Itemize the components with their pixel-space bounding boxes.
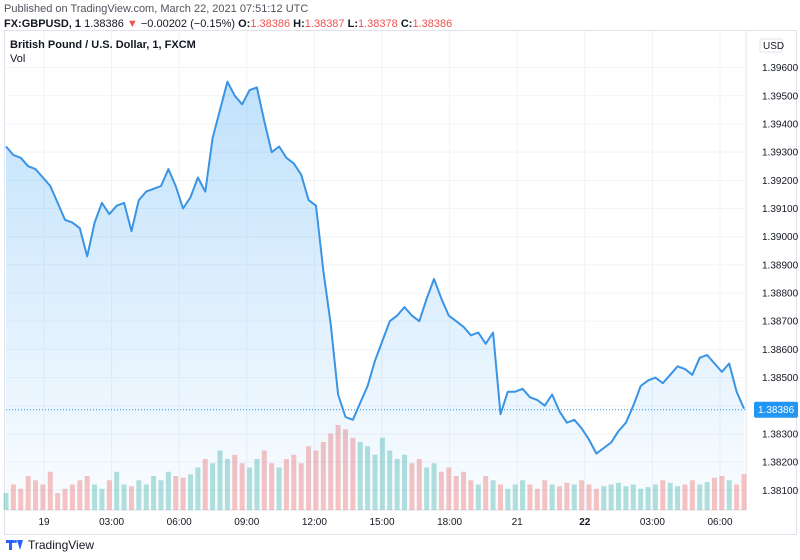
y-tick-label: 1.39000 (762, 232, 799, 243)
open-value: 1.38386 (250, 18, 291, 30)
change-value: −0.00202 (−0.15%) (140, 18, 236, 30)
x-tick-label: 22 (579, 517, 591, 528)
y-tick-label: 1.38100 (762, 486, 799, 497)
y-tick-label: 1.39200 (762, 176, 799, 187)
last-price-tag-label: 1.38386 (758, 405, 795, 416)
x-tick-label: 19 (38, 517, 50, 528)
last-price-tag (754, 401, 798, 418)
publish-header: Published on TradingView.com, March 22, … (4, 2, 452, 32)
high-value: 1.38387 (304, 18, 345, 30)
x-tick-label: 06:00 (167, 517, 192, 528)
x-tick-label: 09:00 (234, 517, 259, 528)
y-tick-label: 1.38200 (762, 458, 799, 469)
y-tick-label: 1.39600 (762, 63, 799, 74)
x-tick-label: 21 (512, 517, 524, 528)
ohlc-line: FX:GBPUSD, 1 1.38386 ▼ −0.00202 (−0.15%)… (4, 17, 452, 32)
y-tick-label: 1.38800 (762, 289, 799, 300)
y-tick-label: 1.38300 (762, 429, 799, 440)
price-line (5, 80, 745, 455)
high-label: H: (293, 18, 305, 30)
tradingview-logo-icon (6, 540, 24, 550)
y-tick-label: 1.39300 (762, 148, 799, 159)
x-tick-label: 18:00 (437, 517, 462, 528)
low-value: 1.38378 (358, 18, 398, 30)
x-tick-label: 03:00 (99, 517, 124, 528)
last-price: 1.38386 (84, 18, 124, 30)
x-tick-label: 12:00 (302, 517, 327, 528)
x-tick-label: 15:00 (369, 517, 394, 528)
tradingview-footer[interactable]: TradingView (6, 538, 94, 552)
x-tick-label: 03:00 (640, 517, 665, 528)
y-tick-label: 1.38600 (762, 345, 799, 356)
y-tick-label: 1.38500 (762, 373, 799, 384)
y-tick-label: 1.39100 (762, 204, 799, 215)
chart-legend: British Pound / U.S. Dollar, 1, FXCM Vol (10, 38, 196, 66)
low-label: L: (347, 18, 358, 30)
y-tick-label: 1.39500 (762, 91, 799, 102)
y-tick-label: 1.38700 (762, 317, 799, 328)
price-area-fill (6, 81, 744, 510)
symbol-label: FX:GBPUSD, 1 (4, 18, 82, 30)
close-value: 1.38386 (412, 18, 453, 30)
y-tick-label: 1.38900 (762, 260, 799, 271)
published-line: Published on TradingView.com, March 22, … (4, 3, 309, 15)
currency-box (759, 38, 783, 53)
chart-frame[interactable] (4, 30, 797, 535)
change-arrow-icon: ▼ (126, 18, 138, 30)
close-label: C: (400, 18, 413, 30)
tradingview-brand-text: TradingView (28, 538, 95, 552)
open-label: O: (238, 18, 251, 30)
instrument-title: British Pound / U.S. Dollar, 1, FXCM (10, 39, 196, 51)
currency-label: USD (763, 41, 784, 52)
x-tick-label: 06:00 (707, 517, 732, 528)
volume-label: Vol (10, 53, 26, 65)
y-tick-label: 1.39400 (762, 119, 799, 130)
